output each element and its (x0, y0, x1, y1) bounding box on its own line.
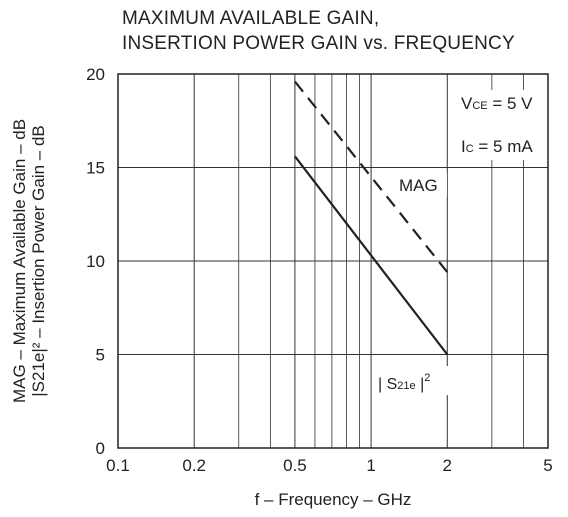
y-tick-label: 20 (86, 65, 105, 84)
x-tick-label: 0.2 (182, 456, 206, 475)
s21e-label-background (374, 366, 450, 395)
y-tick-label: 0 (96, 439, 105, 458)
x-tick-label: 0.1 (106, 456, 130, 475)
condition-vce: VCE = 5 V (461, 94, 533, 113)
condition-ic: IC = 5 mA (461, 137, 533, 156)
plot-frame (117, 73, 549, 449)
conditions-box (455, 90, 545, 160)
series-label-mag: MAG (399, 176, 438, 195)
chart-title-line-2: INSERTION POWER GAIN vs. FREQUENCY (122, 33, 515, 54)
y-axis-label-line-1: MAG – Maximum Available Gain – dB (10, 119, 29, 403)
mag-label-background (395, 173, 447, 197)
x-axis-label: f – Frequency – GHz (255, 490, 412, 509)
x-tick-label: 0.5 (283, 456, 307, 475)
y-tick-label: 15 (86, 159, 105, 178)
y-axis-label-line-2: |S21e|² – Insertion Power Gain – dB (29, 125, 48, 397)
x-tick-label: 2 (443, 456, 452, 475)
series-label-s21e: | S21e |2 (378, 372, 430, 393)
y-tick-label: 5 (96, 346, 105, 365)
y-tick-label: 10 (86, 252, 105, 271)
x-tick-label: 1 (366, 456, 375, 475)
series-line-s21e (294, 155, 449, 356)
x-tick-label: 5 (543, 456, 552, 475)
chart-title-line-1: MAXIMUM AVAILABLE GAIN, (122, 8, 380, 29)
